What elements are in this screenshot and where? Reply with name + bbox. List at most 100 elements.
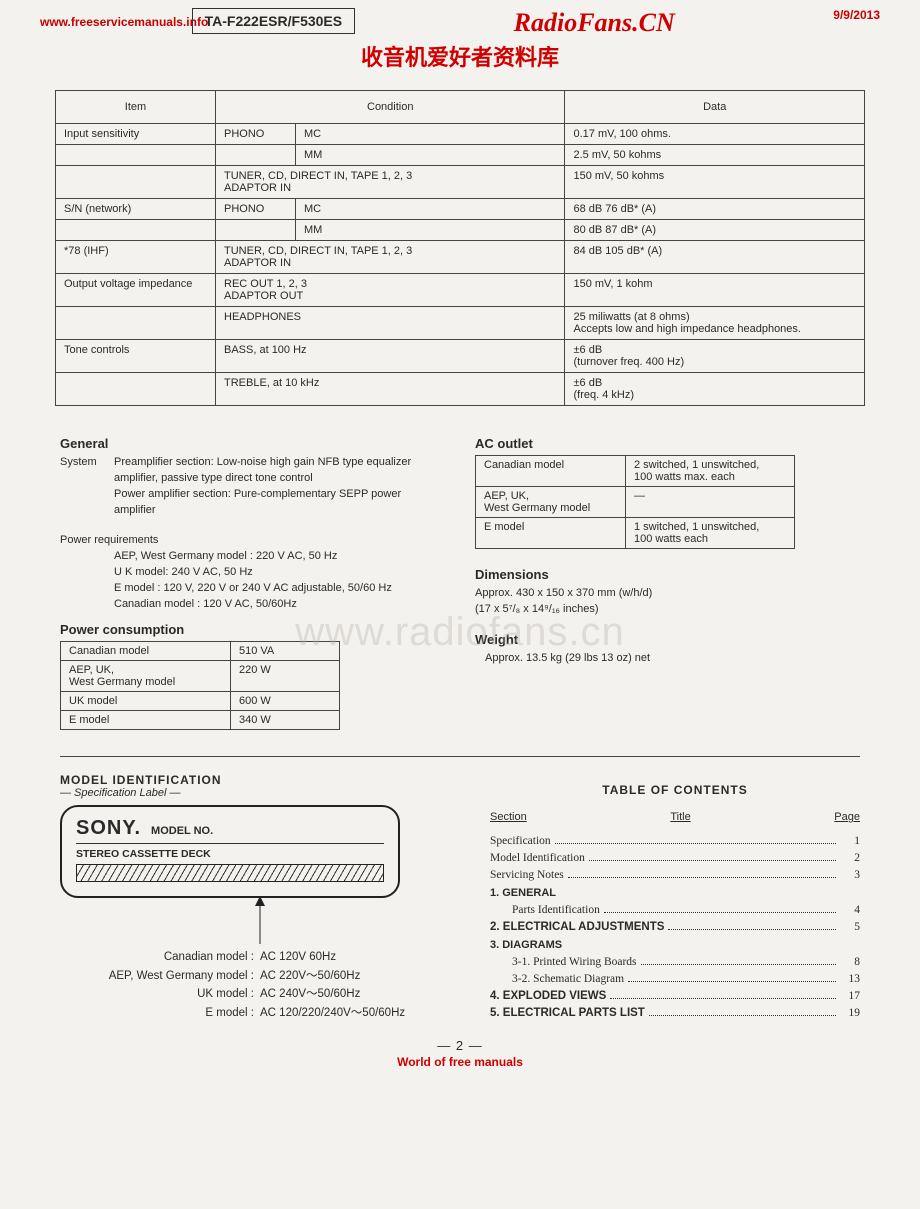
model-list-label: UK model : xyxy=(60,985,260,1003)
table-row: Canadian model510 VA xyxy=(61,642,340,661)
spec-item xyxy=(56,166,216,199)
toc-dots xyxy=(589,860,836,861)
cell-label: E model xyxy=(61,711,231,730)
spec-item xyxy=(56,307,216,340)
toc-row: Parts Identification4 xyxy=(490,904,860,916)
deck-label: STEREO CASSETTE DECK xyxy=(76,848,384,860)
system-label: System xyxy=(60,455,104,519)
cell-value: 600 W xyxy=(231,692,340,711)
spec-item xyxy=(56,373,216,406)
toc-label: 5. ELECTRICAL PARTS LIST xyxy=(490,1007,645,1019)
cell-value: 2 switched, 1 unswitched, 100 watts max.… xyxy=(626,456,795,487)
spec-row: *78 (IHF)TUNER, CD, DIRECT IN, TAPE 1, 2… xyxy=(56,241,865,274)
power-req-heading: Power requirements xyxy=(60,533,445,549)
spec-condition-1 xyxy=(216,220,296,241)
toc-row: Servicing Notes 3 xyxy=(490,869,860,881)
watermark-url: www.freeservicemanuals.info xyxy=(40,15,208,29)
toc-dots xyxy=(604,912,836,913)
pc-heading: Power consumption xyxy=(60,622,445,637)
power-req-line: Canadian model : 120 V AC, 50/60Hz xyxy=(114,597,445,613)
spec-condition-2: MM xyxy=(296,145,565,166)
spec-row: TUNER, CD, DIRECT IN, TAPE 1, 2, 3 ADAPT… xyxy=(56,166,865,199)
model-list-label: Canadian model : xyxy=(60,948,260,966)
model-list-label: AEP, West Germany model : xyxy=(60,967,260,985)
toc-row: Specification1 xyxy=(490,835,860,847)
spec-condition: TREBLE, at 10 kHz xyxy=(216,373,565,406)
toc-label: Servicing Notes xyxy=(490,869,564,881)
spec-item: Tone controls xyxy=(56,340,216,373)
model-list-value: AC 120/220/240V～50/60Hz xyxy=(260,1004,405,1022)
spec-row: MM2.5 mV, 50 kohms xyxy=(56,145,865,166)
cell-label: Canadian model xyxy=(476,456,626,487)
spec-th-condition: Condition xyxy=(216,91,565,124)
cell-value: 220 W xyxy=(231,661,340,692)
spec-item xyxy=(56,145,216,166)
mid-columns: General System Preamplifier section: Low… xyxy=(60,426,860,740)
toc-page: 3 xyxy=(840,869,860,881)
power-req-lines: AEP, West Germany model : 220 V AC, 50 H… xyxy=(60,549,445,613)
toc-label: 3-2. Schematic Diagram xyxy=(512,973,624,985)
spec-item: *78 (IHF) xyxy=(56,241,216,274)
toc-row: 3-1. Printed Wiring Boards8 xyxy=(490,956,860,968)
spec-label-box: SONY. MODEL NO. STEREO CASSETTE DECK xyxy=(60,805,400,898)
spec-row: Output voltage impedanceREC OUT 1, 2, 3 … xyxy=(56,274,865,307)
spec-data: ±6 dB (turnover freq. 400 Hz) xyxy=(565,340,865,373)
table-row: Canadian model2 switched, 1 unswitched, … xyxy=(476,456,795,487)
toc-label: Model Identification xyxy=(490,852,585,864)
power-req-line: AEP, West Germany model : 220 V AC, 50 H… xyxy=(114,549,445,565)
toc-dots xyxy=(641,964,836,965)
spec-th-item: Item xyxy=(56,91,216,124)
toc-head: Section Title Page xyxy=(490,811,860,823)
model-list-value: AC 220V～50/60Hz xyxy=(260,967,360,985)
toc-title: TABLE OF CONTENTS xyxy=(490,783,860,797)
spec-condition: REC OUT 1, 2, 3 ADAPTOR OUT xyxy=(216,274,565,307)
cell-value: 510 VA xyxy=(231,642,340,661)
cell-label: AEP, UK, West Germany model xyxy=(476,487,626,518)
site-title: RadioFans.CN xyxy=(355,8,833,38)
cell-value: — xyxy=(626,487,795,518)
toc-h-section: Section xyxy=(490,811,527,823)
dim-l1: Approx. 430 x 150 x 370 mm (w/h/d) xyxy=(475,586,860,602)
model-id-sub: — Specification Label — xyxy=(60,787,460,799)
toc-label: 3-1. Printed Wiring Boards xyxy=(512,956,637,968)
dim-l2: (17 x 5⁷/₈ x 14⁹/₁₆ inches) xyxy=(475,602,860,618)
toc-row: 5. ELECTRICAL PARTS LIST19 xyxy=(490,1007,860,1019)
spec-data: 84 dB 105 dB* (A) xyxy=(565,241,865,274)
toc-dots xyxy=(555,843,836,844)
spec-item: Output voltage impedance xyxy=(56,274,216,307)
chinese-subtitle: 收音机爱好者资料库 xyxy=(40,40,880,72)
cell-value: 1 switched, 1 unswitched, 100 watts each xyxy=(626,518,795,549)
spec-row: Tone controlsBASS, at 100 Hz±6 dB (turno… xyxy=(56,340,865,373)
model-box: TA-F222ESR/F530ES xyxy=(192,8,355,34)
toc-label: Specification xyxy=(490,835,551,847)
spec-condition-1 xyxy=(216,145,296,166)
spec-row: Input sensitivityPHONOMC0.17 mV, 100 ohm… xyxy=(56,124,865,145)
hatch-bar xyxy=(76,864,384,882)
toc-label: Parts Identification xyxy=(512,904,600,916)
toc-label: 2. ELECTRICAL ADJUSTMENTS xyxy=(490,921,664,933)
spec-data: 80 dB 87 dB* (A) xyxy=(565,220,865,241)
col-right: AC outlet Canadian model2 switched, 1 un… xyxy=(475,426,860,740)
toc-dots xyxy=(668,929,836,930)
spec-row: HEADPHONES25 miliwatts (at 8 ohms) Accep… xyxy=(56,307,865,340)
power-req-line: U K model: 240 V AC, 50 Hz xyxy=(114,565,445,581)
sony-logo: SONY. xyxy=(76,817,141,840)
model-id-heading: MODEL IDENTIFICATION xyxy=(60,773,460,787)
spec-row: TREBLE, at 10 kHz±6 dB (freq. 4 kHz) xyxy=(56,373,865,406)
spec-data: 2.5 mV, 50 kohms xyxy=(565,145,865,166)
spec-condition-2: MC xyxy=(296,124,565,145)
model-list-label: E model : xyxy=(60,1004,260,1022)
spec-item xyxy=(56,220,216,241)
spec-table: Item Condition Data Input sensitivityPHO… xyxy=(55,90,865,406)
model-list-row: AEP, West Germany model :AC 220V～50/60Hz xyxy=(60,967,460,985)
spec-data: 0.17 mV, 100 ohms. xyxy=(565,124,865,145)
spec-condition: TUNER, CD, DIRECT IN, TAPE 1, 2, 3 ADAPT… xyxy=(216,166,565,199)
toc-page: 17 xyxy=(840,990,860,1002)
toc-h-page: Page xyxy=(834,811,860,823)
arrow-icon xyxy=(60,896,460,946)
dim-heading: Dimensions xyxy=(475,567,860,582)
spec-item: Input sensitivity xyxy=(56,124,216,145)
power-req-line: E model : 120 V, 220 V or 240 V AC adjus… xyxy=(114,581,445,597)
toc-dots xyxy=(568,877,836,878)
page-date: 9/9/2013 xyxy=(833,8,880,22)
